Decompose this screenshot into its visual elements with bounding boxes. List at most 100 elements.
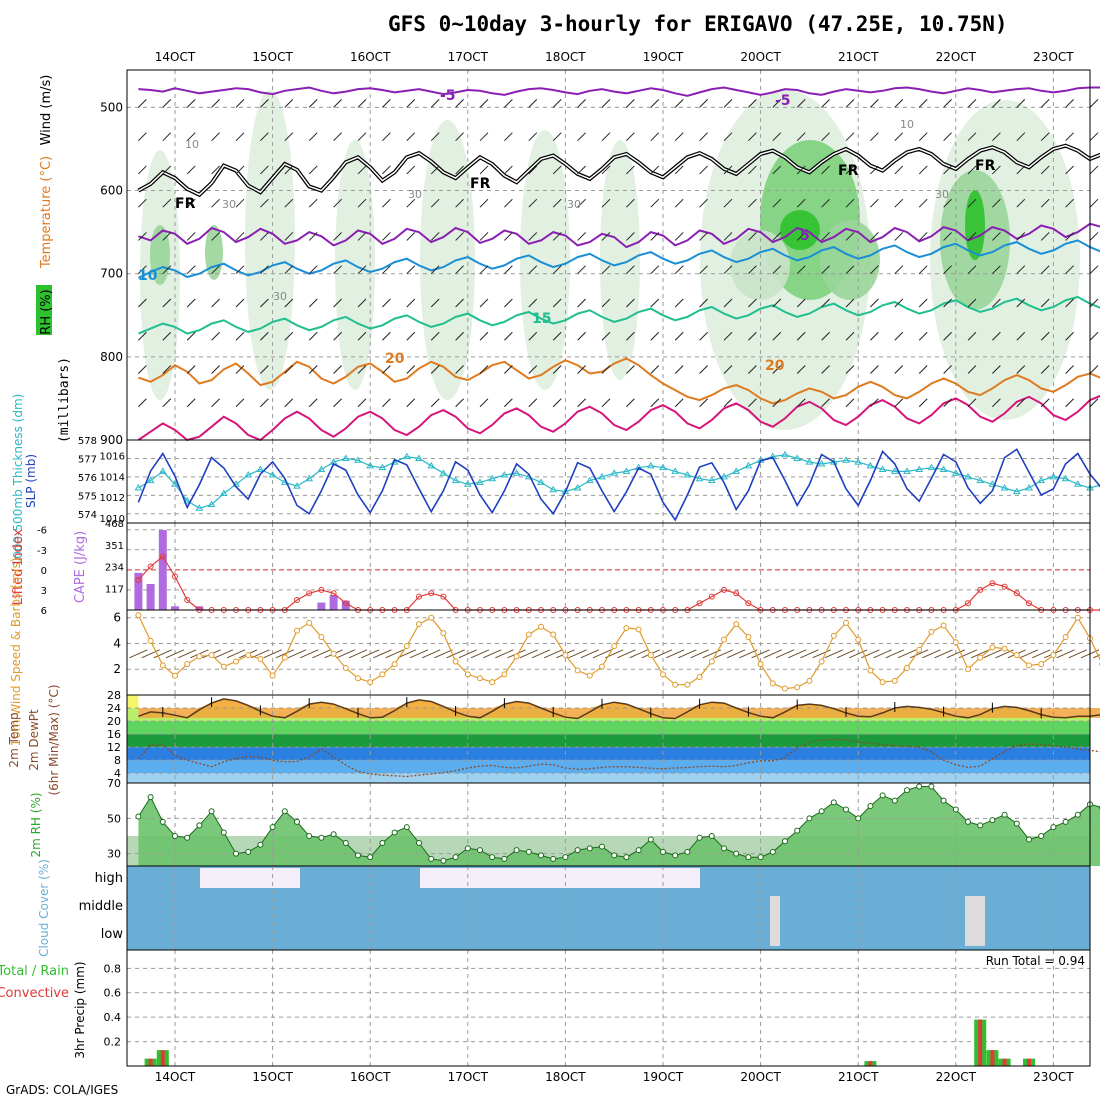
wind-speed-point bbox=[587, 673, 592, 678]
rh-point bbox=[356, 853, 361, 858]
precip-axis-label: 3hr Precip (mm) bbox=[73, 961, 87, 1058]
rh-point bbox=[136, 814, 141, 819]
top-date-label-5: 19OCT bbox=[643, 50, 684, 64]
contour-label-11: 10 bbox=[185, 138, 199, 151]
top-date-label-4: 18OCT bbox=[545, 50, 586, 64]
top-date-label-6: 20OCT bbox=[740, 50, 781, 64]
precip-bar-conv bbox=[868, 1061, 872, 1066]
rh-point bbox=[795, 828, 800, 833]
rh-point bbox=[1039, 833, 1044, 838]
wind-speed-point bbox=[978, 655, 983, 660]
precip-bar-conv bbox=[1027, 1059, 1031, 1066]
rh-point bbox=[868, 803, 873, 808]
top-date-label-8: 22OCT bbox=[936, 50, 977, 64]
contour-label-5: FR bbox=[975, 158, 996, 174]
pressure-tick-900: 900 bbox=[100, 433, 123, 447]
wind-speed-point bbox=[905, 665, 910, 670]
wind-speed-point bbox=[258, 656, 263, 661]
wind-speed-point bbox=[282, 655, 287, 660]
rh-point bbox=[234, 851, 239, 856]
wind-speed-point bbox=[246, 653, 251, 658]
rh-point bbox=[478, 848, 483, 853]
rh-shading-1 bbox=[245, 90, 295, 390]
rh-point bbox=[575, 848, 580, 853]
cloud-axis-label: Cloud Cover (%) bbox=[37, 859, 51, 957]
wind-speed-point bbox=[612, 644, 617, 649]
wind-speed-point bbox=[819, 659, 824, 664]
rh-point bbox=[392, 830, 397, 835]
rh-point bbox=[734, 851, 739, 856]
contour-label-4: FR bbox=[838, 163, 859, 179]
slp-tick-1016: 1016 bbox=[100, 452, 125, 463]
wind-speed-point bbox=[697, 674, 702, 679]
cloud-gap-1 bbox=[420, 868, 700, 888]
rh-point bbox=[368, 855, 373, 860]
wind-speed-point bbox=[234, 659, 239, 664]
top-date-label-0: 14OCT bbox=[155, 50, 196, 64]
rh-point bbox=[697, 835, 702, 840]
wind-speed-point bbox=[136, 613, 141, 618]
contour-label-9: 20 bbox=[385, 351, 405, 367]
rh-point bbox=[624, 855, 629, 860]
wind-speed-point bbox=[185, 662, 190, 667]
cloud-gap-3 bbox=[965, 896, 985, 946]
wind-speed-point bbox=[441, 631, 446, 636]
rh-point bbox=[612, 853, 617, 858]
precip-bar-conv bbox=[990, 1050, 994, 1066]
wind-speed-point bbox=[575, 668, 580, 673]
precip-run-total: Run Total = 0.94 bbox=[986, 954, 1085, 968]
rh-point bbox=[770, 849, 775, 854]
rh-tick-30: 30 bbox=[107, 848, 121, 861]
rh-tick-70: 70 bbox=[107, 777, 121, 790]
rh-point bbox=[685, 849, 690, 854]
rh-point bbox=[258, 842, 263, 847]
wind-speed-point bbox=[807, 678, 812, 683]
wind-speed-point bbox=[1002, 646, 1007, 651]
contour-label-16: 30 bbox=[567, 198, 581, 211]
rh-point bbox=[270, 825, 275, 830]
wind-speed-point bbox=[380, 672, 385, 677]
wind-tick-6: 6 bbox=[113, 611, 121, 625]
wind-speed-point bbox=[600, 664, 605, 669]
rh-point bbox=[661, 849, 666, 854]
wind-speed-point bbox=[319, 635, 324, 640]
wind-speed-point bbox=[709, 659, 714, 664]
rh-point bbox=[953, 807, 958, 812]
wind-speed-point bbox=[417, 622, 422, 627]
rh-point bbox=[905, 788, 910, 793]
temp-axis-label: Temperature (°C) bbox=[39, 156, 54, 269]
bottom-date-label-4: 18OCT bbox=[545, 1070, 586, 1084]
cloud-gap-2 bbox=[770, 896, 780, 946]
rh-point bbox=[282, 809, 287, 814]
temp-tick-28: 28 bbox=[107, 689, 121, 702]
panel-frame-thick bbox=[127, 440, 1090, 523]
temp-band-0 bbox=[127, 773, 1090, 783]
rh-point bbox=[429, 856, 434, 861]
wind-speed-point bbox=[673, 682, 678, 687]
cape-tick-234: 234 bbox=[105, 563, 124, 574]
wind-speed-point bbox=[880, 680, 885, 685]
wind-speed-point bbox=[1027, 663, 1032, 668]
contour-label-13: 30 bbox=[222, 198, 236, 211]
wind-speed-point bbox=[758, 662, 763, 667]
wind-barb bbox=[1090, 266, 1098, 274]
li-tick--3: -3 bbox=[37, 546, 47, 557]
wind-speed-point bbox=[404, 644, 409, 649]
cape-bar bbox=[159, 530, 167, 610]
wind-speed-point bbox=[331, 651, 336, 656]
rh-point bbox=[331, 832, 336, 837]
bottom-date-label-3: 17OCT bbox=[448, 1070, 489, 1084]
rh-point bbox=[673, 853, 678, 858]
precip-bar-conv bbox=[978, 1020, 982, 1066]
thickness-tick-574: 574 bbox=[78, 510, 97, 521]
wind-speed-point bbox=[1051, 653, 1056, 658]
chart-title: GFS 0~10day 3-hourly for ERIGAVO (47.25E… bbox=[388, 12, 1008, 36]
bottom-date-label-7: 21OCT bbox=[838, 1070, 879, 1084]
wind-speed-point bbox=[770, 681, 775, 686]
li-tick-6: 6 bbox=[41, 606, 47, 617]
cape-bar bbox=[317, 603, 325, 610]
cape-tick-351: 351 bbox=[105, 541, 124, 552]
wind-speed-point bbox=[368, 680, 373, 685]
rh-point bbox=[722, 846, 727, 851]
